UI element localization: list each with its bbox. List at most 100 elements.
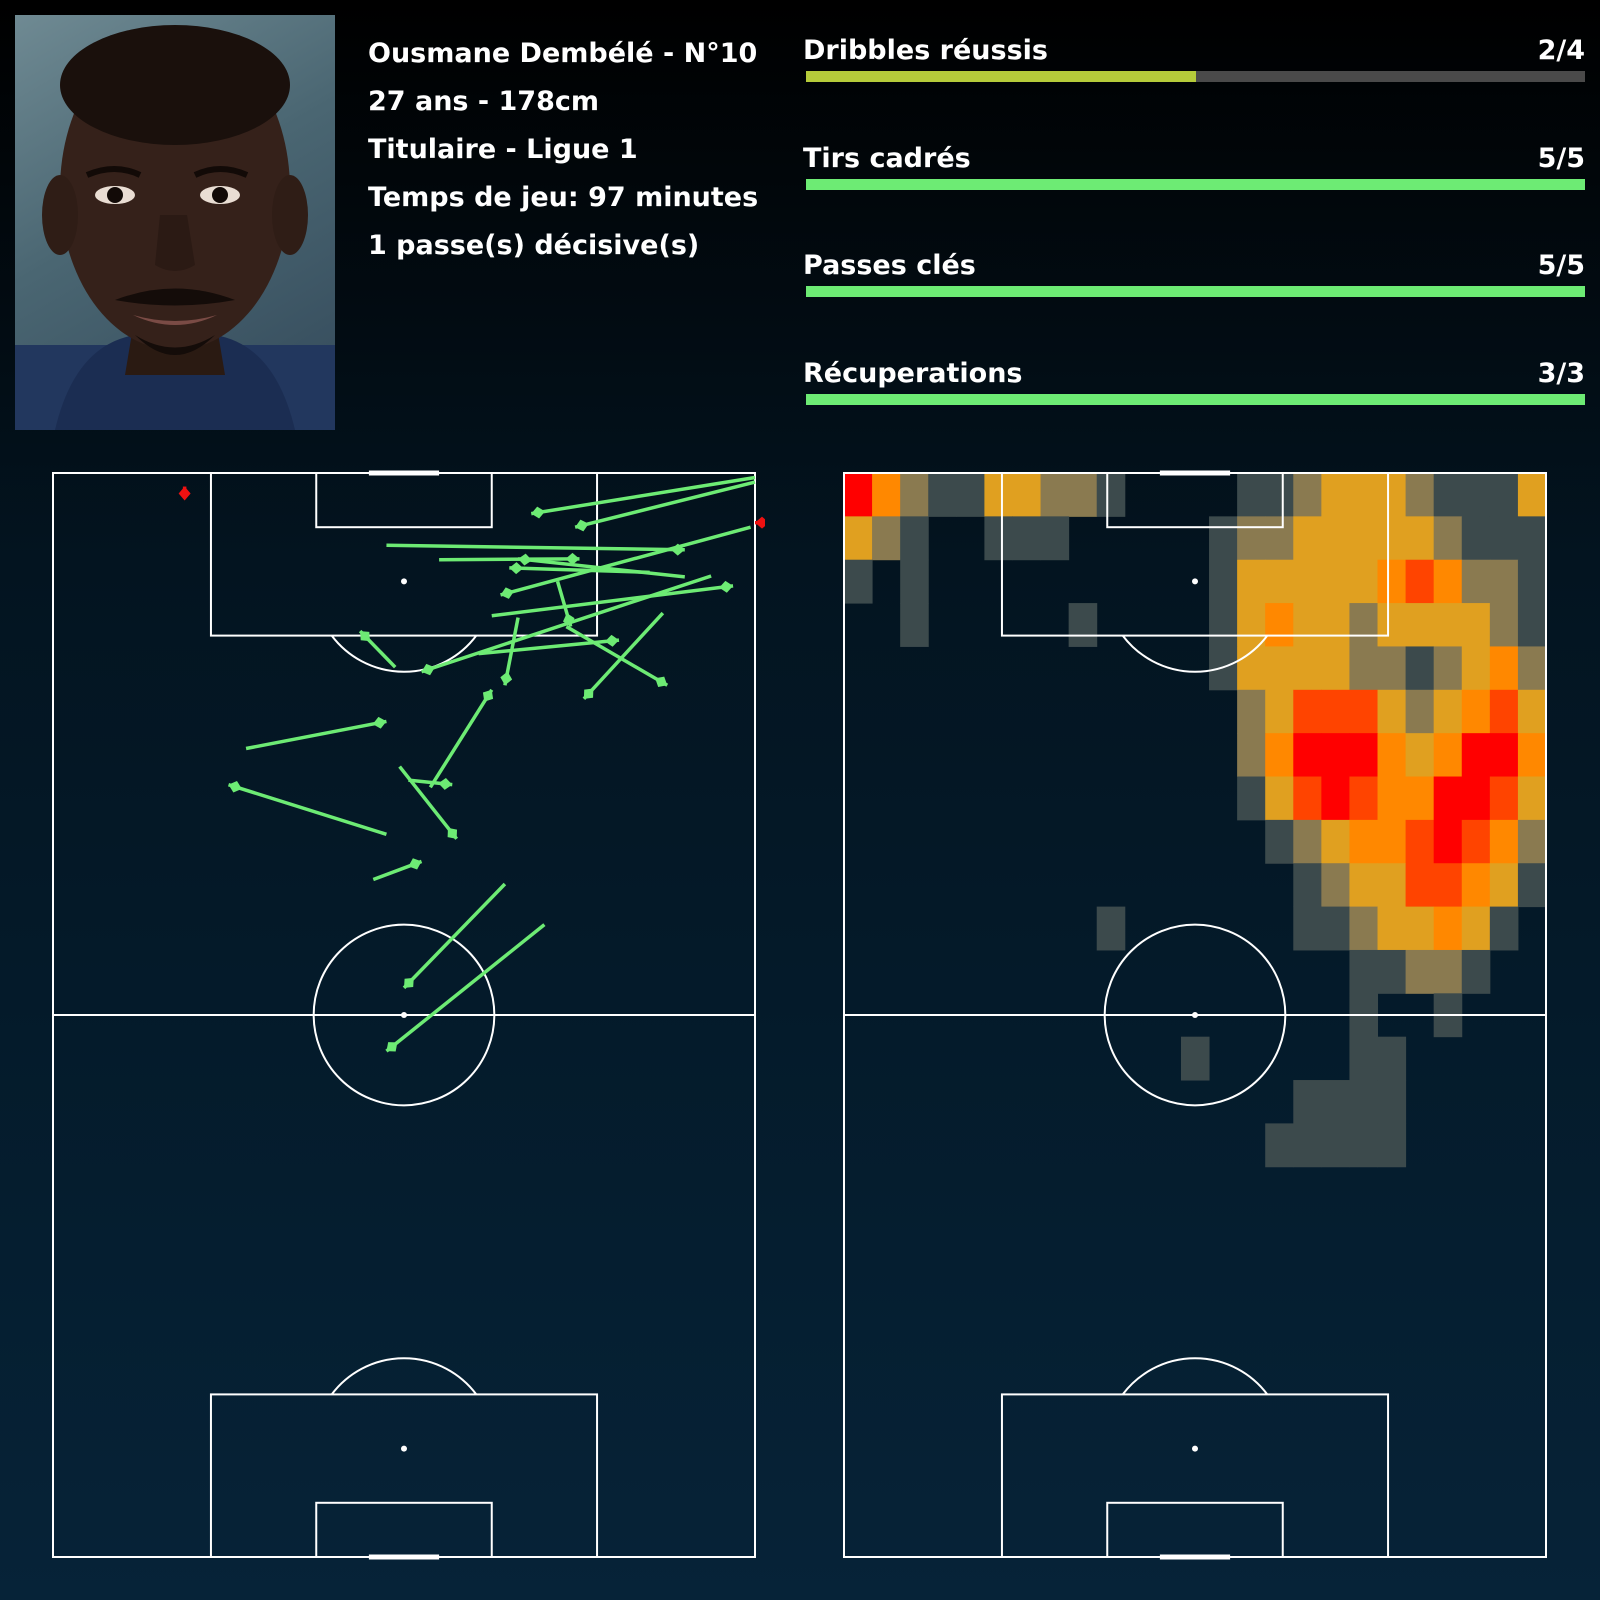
penalty-arc-bottom xyxy=(330,1357,478,1396)
heatmap-cell xyxy=(1461,689,1491,734)
heatmap-cell xyxy=(1489,819,1519,864)
pass-line xyxy=(491,584,734,618)
pass-line xyxy=(227,782,387,837)
heatmap-cell xyxy=(1461,603,1491,647)
heatmap-cell xyxy=(1349,819,1379,864)
heatmap-cell xyxy=(1321,603,1350,647)
heatmap-cell xyxy=(1265,646,1294,691)
heatmap-cell xyxy=(1209,559,1238,604)
heatmap-cell xyxy=(1293,863,1322,908)
heatmap-cell xyxy=(1377,949,1407,994)
pass-end-marker xyxy=(565,552,580,565)
heatmap-cell xyxy=(1349,473,1379,517)
heatmap-cell xyxy=(1180,1036,1210,1081)
heatmap-cell xyxy=(1489,516,1519,561)
heatmap-cell xyxy=(900,473,929,517)
pass-end-marker xyxy=(655,676,668,687)
heatmap-cell xyxy=(1040,516,1070,561)
stat-bar-track xyxy=(806,178,1585,190)
heatmap-cell xyxy=(1293,776,1322,821)
pass-line xyxy=(402,882,507,990)
heatmap-cell xyxy=(1405,559,1435,604)
heatmap-cell xyxy=(1517,733,1547,778)
pass-end-marker xyxy=(575,519,589,532)
heatmap-cell xyxy=(1489,906,1519,951)
heatmap-cell xyxy=(1377,819,1407,864)
heatmap-cell xyxy=(1517,819,1547,864)
heatmap-cell xyxy=(1040,473,1070,517)
heatmap-cell xyxy=(1321,733,1350,778)
pass-end-marker xyxy=(563,613,575,627)
pass-end-marker xyxy=(438,777,453,790)
heatmap-cell xyxy=(1461,906,1491,951)
heatmap-cell xyxy=(1489,603,1519,647)
pass-end-marker xyxy=(228,781,242,793)
heatmap-cell xyxy=(1405,906,1435,951)
pass-end-marker xyxy=(605,634,619,647)
heatmap-cell xyxy=(1405,689,1435,734)
heatmap-cell xyxy=(1433,516,1463,561)
pass-line xyxy=(385,923,546,1053)
stat-shots-on-target: Tirs cadrés 5/5 xyxy=(803,136,1585,244)
six-yard-box-top xyxy=(315,472,493,529)
heatmap-cell xyxy=(1265,559,1294,604)
pass-line xyxy=(530,475,756,516)
stat-value: 2/4 xyxy=(1537,35,1585,66)
heatmap-cell xyxy=(1377,906,1407,951)
heatmap-cell xyxy=(1293,473,1322,517)
heatmap-cell xyxy=(1237,559,1266,604)
penalty-spot-top xyxy=(401,578,407,585)
heatmap-cell xyxy=(1377,1080,1407,1124)
heatmap-cell xyxy=(1405,733,1435,778)
pass-line xyxy=(565,625,669,687)
heatmap-cell xyxy=(1461,473,1491,517)
heatmap-cell xyxy=(1405,776,1435,821)
heatmap-cell xyxy=(1321,776,1350,821)
heatmap-cell xyxy=(1265,776,1294,821)
heatmap-cell xyxy=(844,516,873,561)
heatmap-cell xyxy=(1321,689,1350,734)
heatmap-cell xyxy=(1349,1123,1379,1168)
player-role-league: Titulaire - Ligue 1 xyxy=(368,134,638,165)
pass-end-marker xyxy=(421,663,435,676)
pass-end-marker xyxy=(404,977,414,988)
heatmap-cell xyxy=(1265,473,1294,517)
heatmap-cell xyxy=(1377,1036,1407,1081)
heatmap-cell xyxy=(1349,689,1379,734)
pass-line xyxy=(500,525,752,597)
heatmap-cell xyxy=(1461,819,1491,864)
heatmap-cell xyxy=(1349,559,1379,604)
heatmap-cell xyxy=(1461,776,1491,821)
pass-line xyxy=(398,765,459,840)
heatmap-cell xyxy=(1433,473,1463,517)
pass-line xyxy=(421,574,712,674)
heatmap-cell xyxy=(1265,689,1294,734)
heatmap-cell xyxy=(1321,516,1350,561)
heatmap-cell xyxy=(1517,516,1547,561)
six-yard-box-bottom xyxy=(1106,1501,1284,1559)
stat-label: Dribbles réussis xyxy=(803,35,1048,66)
heatmap-cell xyxy=(1517,863,1547,908)
heatmap-cell xyxy=(1377,733,1407,778)
stats-panel: Dribbles réussis 2/4 Tirs cadrés 5/5 Pas… xyxy=(803,28,1585,458)
heatmap-cell xyxy=(1321,863,1350,908)
pass-end-marker xyxy=(482,689,494,702)
player-assists: 1 passe(s) décisive(s) xyxy=(368,230,700,261)
stat-bar-track xyxy=(806,71,1585,82)
heatmap-cell xyxy=(956,473,985,517)
stat-bar-fill xyxy=(806,286,1585,297)
heatmap-cell xyxy=(1237,689,1266,734)
heatmap-cell xyxy=(1237,776,1266,821)
stat-bar-fill xyxy=(806,178,1585,190)
heatmap-cell xyxy=(1433,776,1463,821)
pass-map-chart xyxy=(52,470,765,1560)
heatmap-cell xyxy=(1237,603,1266,647)
heatmap-cell xyxy=(1461,516,1491,561)
heatmap-cell xyxy=(1433,646,1463,691)
heatmap-cell xyxy=(1433,819,1463,864)
heatmap-cell xyxy=(1517,559,1547,604)
stat-value: 5/5 xyxy=(1537,142,1585,174)
penalty-spot-bottom xyxy=(401,1445,407,1452)
heatmap-cell xyxy=(872,473,901,517)
heatmap-cell xyxy=(1405,949,1435,994)
